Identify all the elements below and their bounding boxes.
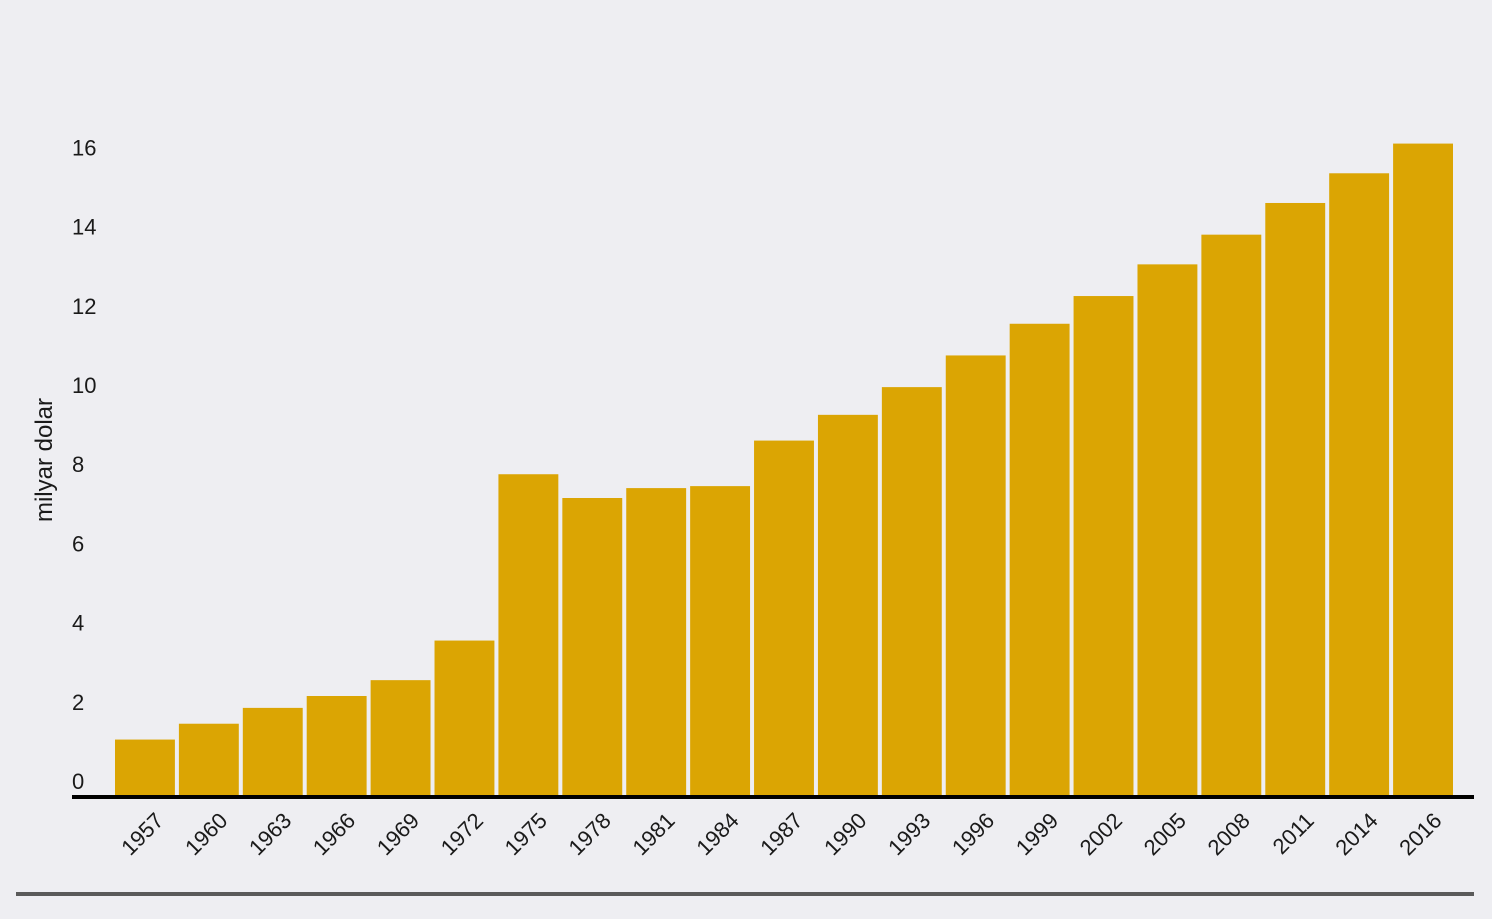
x-tick-label: 2002	[1075, 808, 1127, 860]
y-tick-label: 2	[72, 690, 84, 715]
x-tick-label: 2005	[1139, 808, 1191, 860]
x-tick-label: 1957	[116, 808, 168, 860]
bar-1981	[626, 488, 687, 795]
x-tick-label: 1969	[372, 808, 424, 860]
bar-2002	[1073, 296, 1134, 795]
bar-2016	[1393, 143, 1453, 795]
y-axis-title: milyar dolar	[31, 398, 58, 522]
bar-1993	[881, 387, 942, 795]
bar-1996	[945, 355, 1006, 795]
bar-1963	[242, 707, 303, 795]
x-tick-label: 1978	[564, 808, 616, 860]
x-tick-label: 1981	[627, 808, 679, 860]
x-tick-label: 1987	[755, 808, 807, 860]
x-tick-label: 2008	[1203, 808, 1255, 860]
y-tick-label: 14	[72, 215, 96, 240]
x-tick-label: 1993	[883, 808, 935, 860]
y-tick-label: 8	[72, 452, 84, 477]
x-tick-label: 2016	[1394, 808, 1446, 860]
bar-1957	[115, 739, 175, 795]
y-tick-label: 4	[72, 611, 84, 636]
y-tick-label: 16	[72, 135, 96, 160]
x-tick-label: 1963	[244, 808, 296, 860]
x-tick-label: 1960	[180, 808, 232, 860]
y-tick-label: 6	[72, 531, 84, 556]
bar-1984	[690, 486, 751, 795]
bar-1978	[562, 498, 623, 795]
bar-1966	[306, 696, 367, 795]
bar-1990	[817, 414, 878, 795]
y-tick-label: 0	[72, 769, 84, 794]
x-tick-label: 1984	[691, 808, 743, 860]
bar-2011	[1265, 202, 1326, 796]
bars-group	[115, 143, 1453, 796]
x-tick-label: 2011	[1268, 808, 1319, 859]
x-axis-ticks: 1957 1960 1963 1966 1969 1972 1975 1978 1981 1984…	[116, 808, 1446, 860]
x-tick-label: 2014	[1330, 808, 1382, 860]
bar-1975	[498, 474, 559, 795]
x-tick-label: 1972	[436, 808, 488, 860]
x-tick-label: 1999	[1011, 808, 1063, 860]
x-tick-label: 1966	[308, 808, 360, 860]
y-axis-ticks: 0 2 4 6 8 10 12 14 16	[72, 135, 96, 794]
y-tick-label: 12	[72, 294, 96, 319]
y-tick-label: 10	[72, 373, 96, 398]
bar-1999	[1009, 323, 1070, 795]
bar-1960	[178, 723, 239, 795]
bar-2008	[1201, 234, 1262, 795]
x-tick-label: 1975	[500, 808, 552, 860]
bar-1972	[434, 640, 495, 795]
bar-1987	[754, 440, 814, 795]
bar-2005	[1137, 264, 1198, 795]
x-tick-label: 1996	[947, 808, 999, 860]
bar-1969	[370, 680, 431, 795]
x-tick-label: 1990	[819, 808, 871, 860]
bar-2014	[1329, 173, 1390, 795]
